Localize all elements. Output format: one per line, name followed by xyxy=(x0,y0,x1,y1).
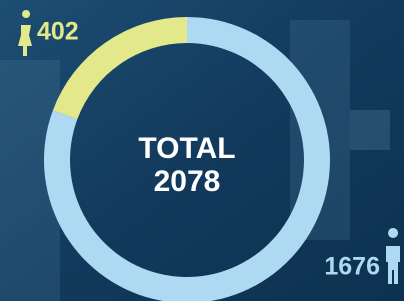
total: 2078 xyxy=(154,165,221,198)
chart: 402 1676 TOTAL 2078 xyxy=(0,0,404,301)
chart-title: TOTAL xyxy=(138,132,235,165)
value-label: 402 xyxy=(37,18,79,46)
value-label: 1676 xyxy=(324,253,380,281)
